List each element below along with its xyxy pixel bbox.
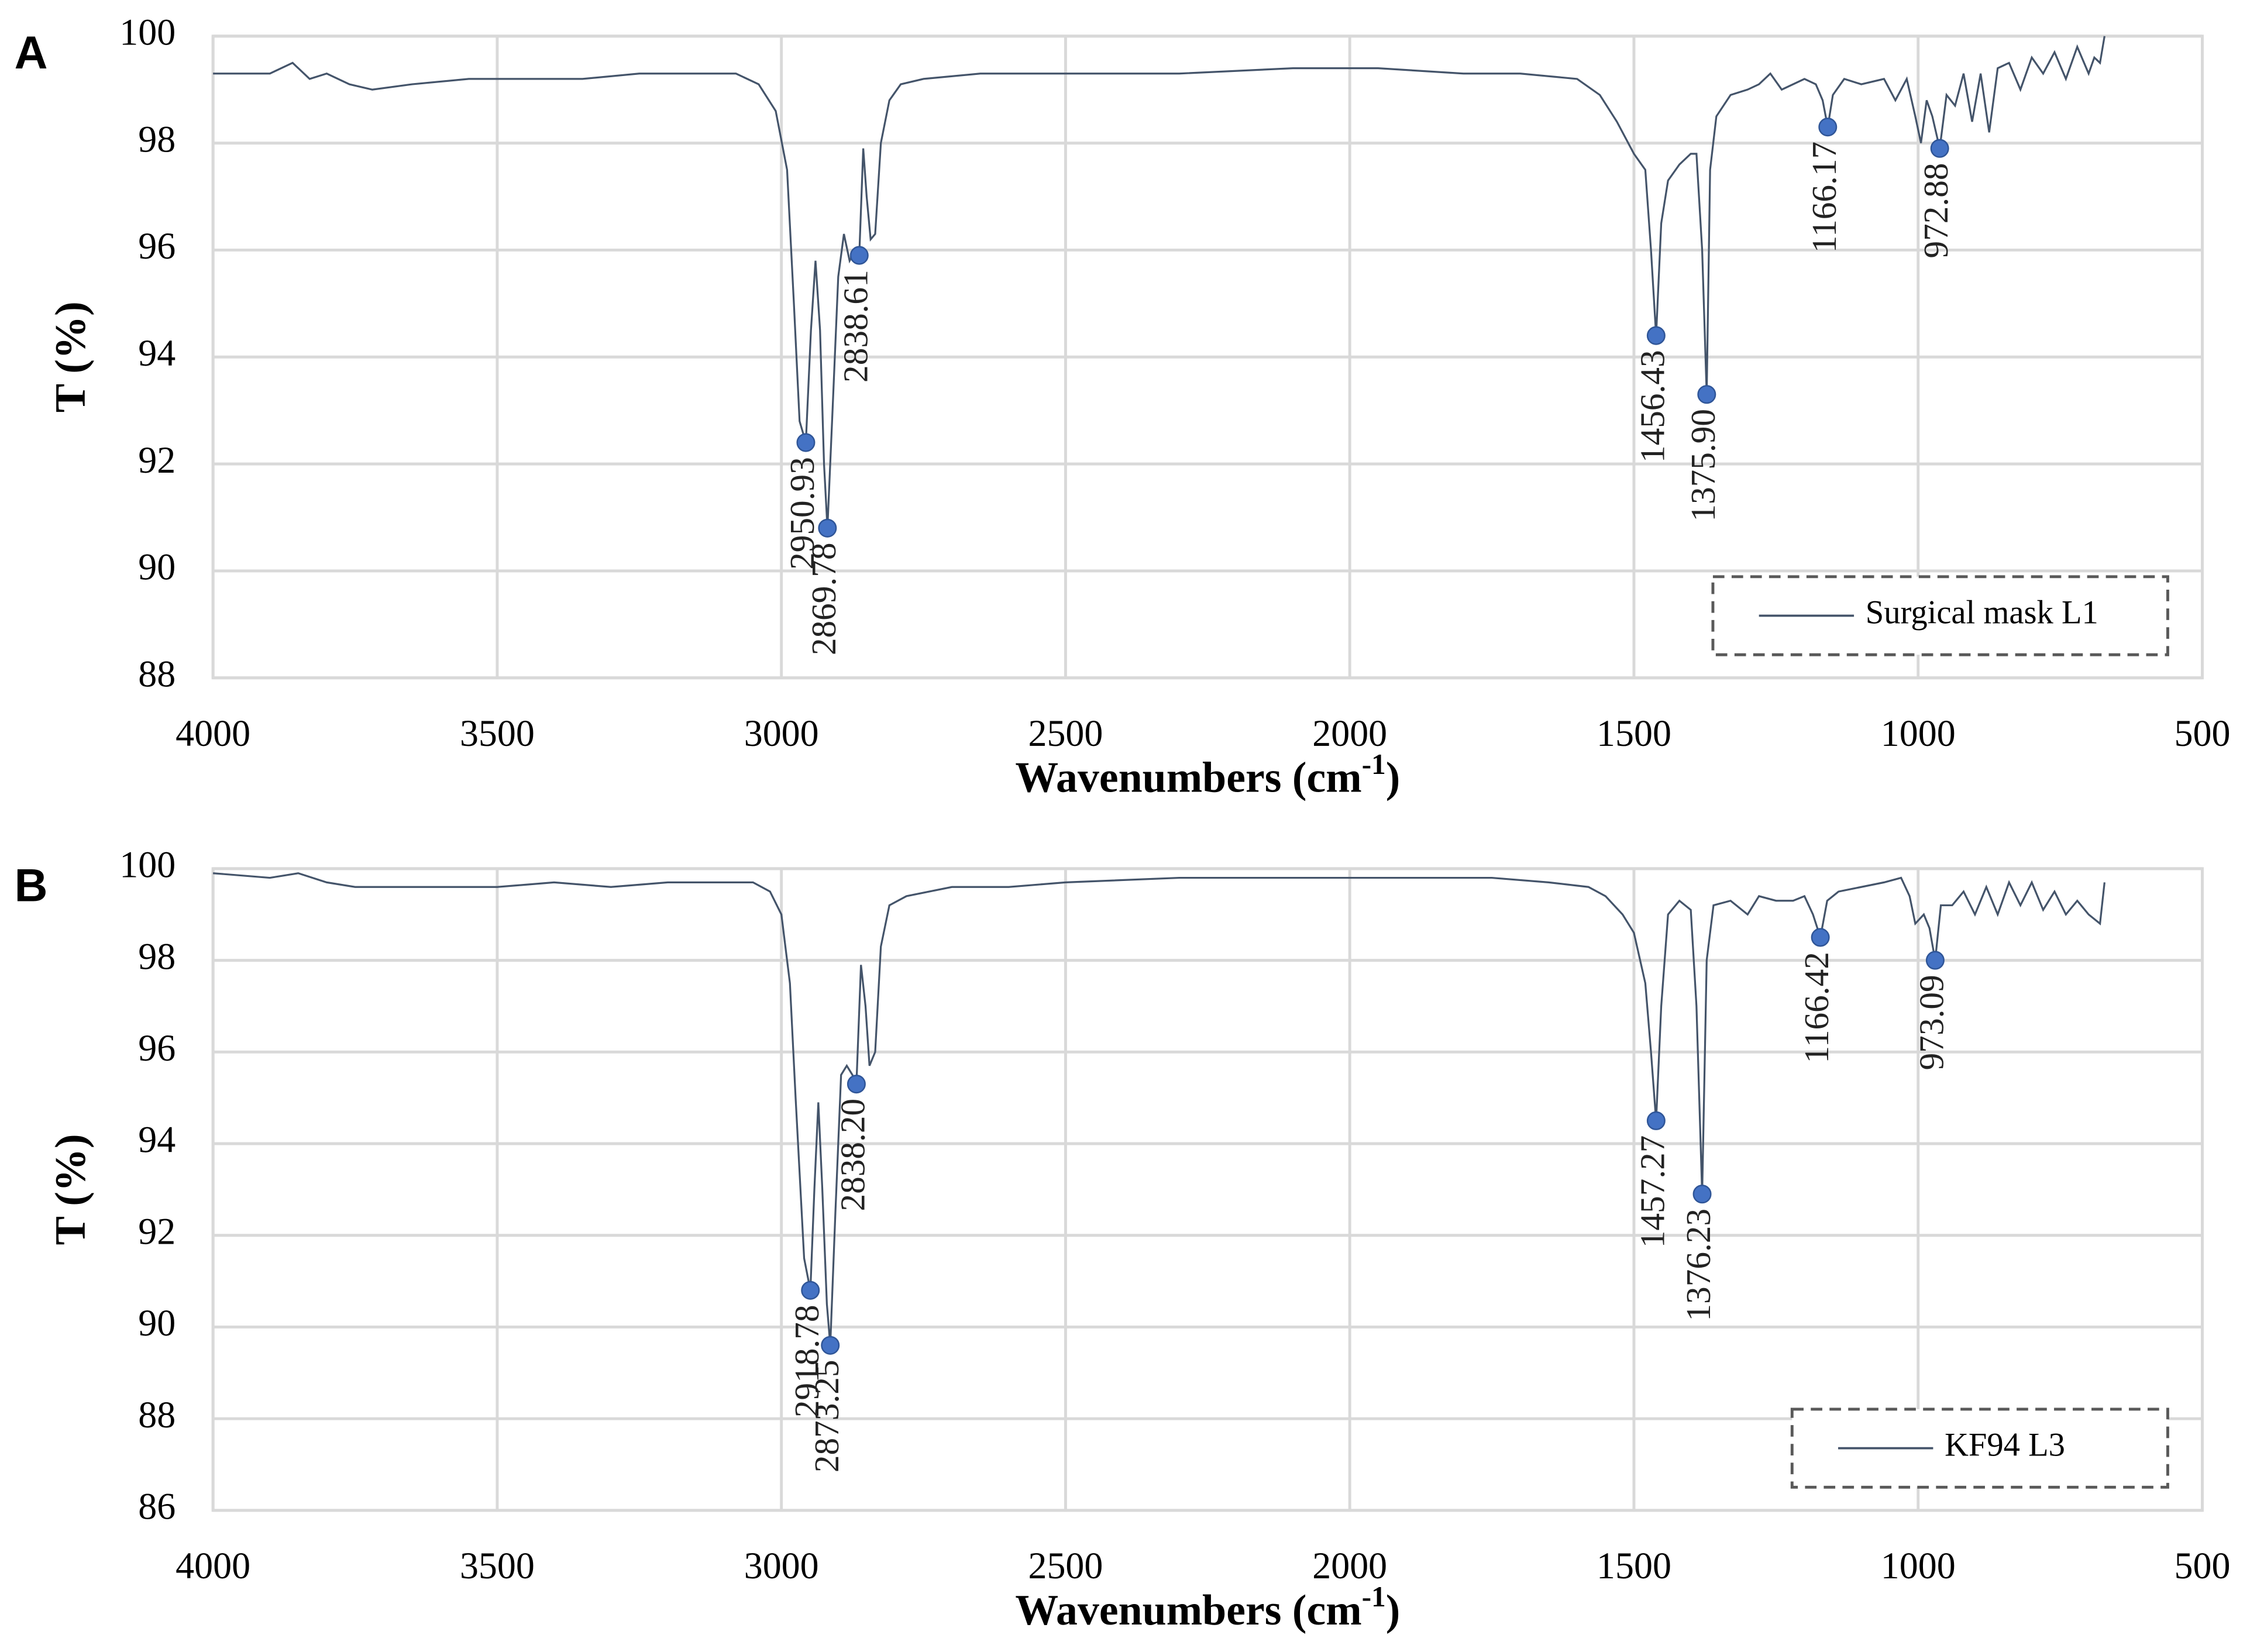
x-axis-label-text: Wavenumbers (cm	[1015, 753, 1361, 801]
peak-marker	[1646, 1111, 1666, 1130]
panel-label: A	[15, 27, 48, 78]
x-tick-label: 3000	[744, 1545, 819, 1586]
peak-label: 2838.61	[836, 270, 875, 383]
y-tick-label: 94	[138, 332, 176, 374]
peak-marker	[847, 1075, 866, 1094]
peak-marker	[801, 1281, 820, 1300]
panel-label: B	[15, 859, 48, 911]
peak-marker	[1692, 1185, 1712, 1204]
y-tick-label: 92	[138, 439, 176, 481]
x-tick-label: 2000	[1312, 1545, 1387, 1586]
peak-marker	[818, 518, 837, 538]
x-tick-label: 500	[2175, 1545, 2231, 1586]
y-tick-label: 96	[138, 1027, 176, 1069]
x-tick-label: 2500	[1028, 713, 1103, 754]
y-axis-label: T (%)	[46, 1134, 94, 1245]
peak-marker	[1930, 139, 1949, 158]
peak-marker	[796, 433, 816, 452]
x-axis-label-suffix: )	[1386, 1586, 1401, 1634]
legend-label: KF94 L3	[1945, 1427, 2065, 1464]
x-axis-label: Wavenumbers (cm-1)	[1015, 1581, 1400, 1633]
x-tick-label: 1000	[1881, 1545, 1956, 1586]
legend-box	[1790, 1407, 2169, 1489]
y-tick-label: 90	[138, 546, 176, 588]
x-tick-label: 1500	[1597, 1545, 1671, 1586]
legend-label: Surgical mask L1	[1866, 594, 2098, 631]
y-tick-label: 88	[138, 653, 176, 694]
y-tick-label: 94	[138, 1119, 176, 1161]
x-axis-label-superscript: -1	[1362, 748, 1386, 780]
x-tick-label: 2500	[1028, 1545, 1103, 1586]
peak-marker	[821, 1336, 840, 1355]
y-tick-label: 90	[138, 1302, 176, 1344]
x-axis-label-suffix: )	[1386, 753, 1401, 801]
x-tick-label: 1500	[1597, 713, 1671, 754]
peak-label: 2838.20	[834, 1099, 872, 1212]
peak-marker	[1697, 385, 1716, 404]
x-tick-label: 500	[2175, 713, 2231, 754]
y-axis-label: T (%)	[46, 301, 94, 412]
peak-label: 972.88	[1917, 163, 1955, 258]
x-axis-label-text: Wavenumbers (cm	[1015, 1586, 1361, 1634]
y-tick-label: 100	[119, 844, 176, 886]
x-tick-label: 1000	[1881, 713, 1956, 754]
peak-label: 1166.17	[1805, 142, 1843, 253]
x-tick-label: 3000	[744, 713, 819, 754]
peak-label: 2873.25	[807, 1360, 846, 1472]
peak-marker	[1925, 951, 1945, 970]
x-axis-label-superscript: -1	[1362, 1581, 1386, 1613]
x-tick-label: 4000	[176, 713, 250, 754]
x-tick-label: 3500	[460, 713, 535, 754]
x-tick-label: 3500	[460, 1545, 535, 1586]
peak-label: 1457.27	[1633, 1135, 1672, 1248]
y-tick-label: 96	[138, 225, 176, 267]
peak-label: 973.09	[1912, 975, 1951, 1070]
y-tick-label: 88	[138, 1394, 176, 1436]
peak-marker	[1811, 928, 1830, 947]
y-tick-label: 86	[138, 1485, 176, 1527]
peak-marker	[849, 246, 869, 265]
peak-label: 1376.23	[1679, 1209, 1718, 1321]
x-tick-label: 4000	[176, 1545, 250, 1586]
x-axis-label: Wavenumbers (cm-1)	[1015, 748, 1400, 801]
peak-marker	[1818, 118, 1838, 137]
peak-label: 1456.43	[1633, 350, 1672, 463]
spectrum-line	[213, 872, 2105, 1345]
peak-label: 2918.78	[787, 1305, 826, 1417]
y-tick-label: 98	[138, 935, 176, 977]
peak-label: 1166.42	[1797, 952, 1836, 1063]
peak-label: 2950.93	[783, 457, 821, 570]
peak-marker	[1646, 326, 1666, 345]
y-tick-label: 92	[138, 1210, 176, 1252]
y-tick-label: 98	[138, 118, 176, 160]
spectrum-line	[213, 36, 2105, 528]
x-tick-label: 2000	[1312, 713, 1387, 754]
y-tick-label: 100	[119, 11, 176, 53]
peak-label: 1375.90	[1684, 409, 1722, 522]
peak-label: 2869.78	[804, 542, 843, 655]
